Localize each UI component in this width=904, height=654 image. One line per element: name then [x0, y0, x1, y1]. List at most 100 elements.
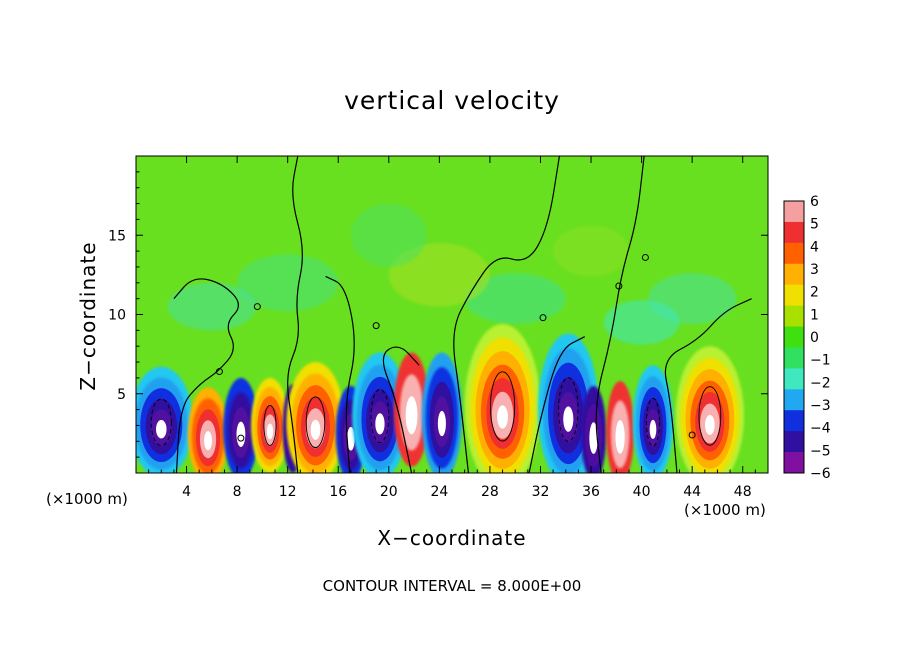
inner-contour: [150, 398, 172, 447]
colorbar-swatch: [784, 305, 804, 328]
small-contour-loop-6: [688, 431, 696, 439]
velocity-cell-5: [286, 362, 345, 473]
velocity-cell-1: [187, 387, 229, 473]
colorbar-frame: [783, 200, 805, 474]
zero-contour-7: [382, 346, 420, 473]
velocity-cell-7: [352, 352, 408, 473]
colorbar-label: 5: [810, 217, 819, 233]
inner-contour: [263, 405, 277, 446]
small-contour-loop-2: [539, 314, 547, 322]
haze-patch-4: [388, 243, 490, 307]
colorbar-swatch: [784, 452, 804, 474]
inner-contour: [698, 386, 722, 446]
cell-band: [437, 410, 446, 437]
cell-band: [236, 421, 246, 448]
zero-contour-0: [173, 278, 239, 473]
colorbar-label: −6: [810, 466, 831, 482]
colorbar-label: −4: [810, 421, 831, 437]
colorbar-swatch: [784, 410, 804, 432]
small-contour-loop-5: [215, 368, 223, 376]
cell-band: [310, 419, 321, 440]
x-tick-label: 40: [633, 484, 651, 500]
colorbar-label: −2: [810, 375, 831, 391]
colorbar-swatch: [784, 263, 804, 286]
colorbar-label: 4: [810, 239, 819, 255]
colorbar-label: 2: [810, 285, 819, 301]
colorbar-label: −1: [810, 353, 831, 369]
colorbar-swatch: [784, 326, 804, 348]
zero-contour-4: [595, 156, 645, 473]
cell-band: [615, 419, 625, 454]
x-tick-label: 12: [279, 484, 297, 500]
x-unit-note-left: (×1000 m): [46, 490, 128, 508]
cell-band: [156, 419, 167, 439]
cell-band: [266, 423, 274, 440]
small-contour-loop-4: [641, 253, 649, 261]
zero-contour-1: [287, 156, 303, 473]
haze-patch-2: [464, 273, 566, 325]
zero-contour-2: [325, 275, 355, 473]
y-tick-label: 10: [108, 308, 126, 324]
velocity-cell-13: [606, 381, 635, 473]
inner-contour: [489, 371, 516, 442]
velocity-cell-3: [251, 377, 289, 473]
colorbar-swatch: [784, 221, 804, 244]
colorbar-label: 6: [810, 194, 819, 210]
velocity-cell-14: [632, 365, 674, 473]
x-axis: 4 8 12 16 20 24 28 32 36 40 44 48: [148, 156, 756, 500]
colorbar-swatch: [784, 201, 804, 223]
cell-band: [375, 413, 385, 435]
x-unit-note-right: (×1000 m): [684, 501, 766, 519]
zero-contour-6: [528, 336, 585, 473]
small-contour-loop-7: [237, 434, 245, 442]
velocity-cell-8: [393, 352, 430, 467]
x-tick-label: 36: [582, 484, 600, 500]
velocity-cell-15: [675, 346, 744, 473]
velocity-cell-10: [464, 324, 541, 473]
inner-contour: [646, 397, 660, 447]
inner-contour: [558, 377, 579, 443]
colorbar-label: −5: [810, 443, 831, 459]
x-tick-label: 44: [683, 484, 701, 500]
haze-patch-5: [603, 300, 680, 345]
inner-contour: [370, 388, 390, 444]
haze-patch-6: [350, 203, 427, 267]
y-tick-label: 5: [117, 387, 126, 403]
velocity-cell-9: [421, 352, 463, 473]
cell-band: [589, 422, 598, 454]
inner-contour: [305, 396, 326, 449]
colorbar-label: −3: [810, 398, 831, 414]
cell-band: [704, 414, 715, 435]
x-tick-label: 8: [233, 484, 242, 500]
small-contour-loop-0: [253, 303, 261, 311]
colorbar-swatch: [784, 284, 804, 307]
y-axis-label: Z−coordinate: [76, 241, 100, 391]
haze-patch-0: [237, 254, 339, 312]
colorbar-swatch: [784, 242, 804, 265]
colorbar-swatch: [784, 431, 804, 453]
x-tick-label: 16: [329, 484, 347, 500]
colorbar-swatch: [784, 368, 804, 390]
cell-band: [405, 396, 418, 435]
x-tick-label: 48: [734, 484, 752, 500]
colorbar-swatch: [784, 347, 804, 369]
y-axis: 5 10 15: [108, 171, 768, 458]
contour-interval-note: CONTOUR INTERVAL = 8.000E+00: [322, 577, 582, 595]
velocity-cells: [136, 324, 744, 473]
small-contour-loop-3: [615, 282, 623, 290]
x-tick-label: 24: [430, 484, 448, 500]
cell-band: [204, 431, 213, 451]
colorbar: 6 5 4 3 2 1 0 −1 −2 −3 −4 −5 −6: [783, 194, 831, 482]
cell-band: [347, 426, 355, 451]
cell-band: [563, 406, 574, 432]
small-contour-loop-1: [372, 322, 380, 330]
x-tick-label: 20: [380, 484, 398, 500]
colorbar-swatch: [784, 389, 804, 411]
zero-contour-3: [453, 156, 561, 473]
x-tick-label: 32: [532, 484, 550, 500]
haze-patch-7: [553, 225, 629, 277]
zero-contour-5: [664, 298, 752, 473]
colorbar-label: 0: [810, 330, 819, 346]
zero-contour-lines: [150, 156, 752, 473]
